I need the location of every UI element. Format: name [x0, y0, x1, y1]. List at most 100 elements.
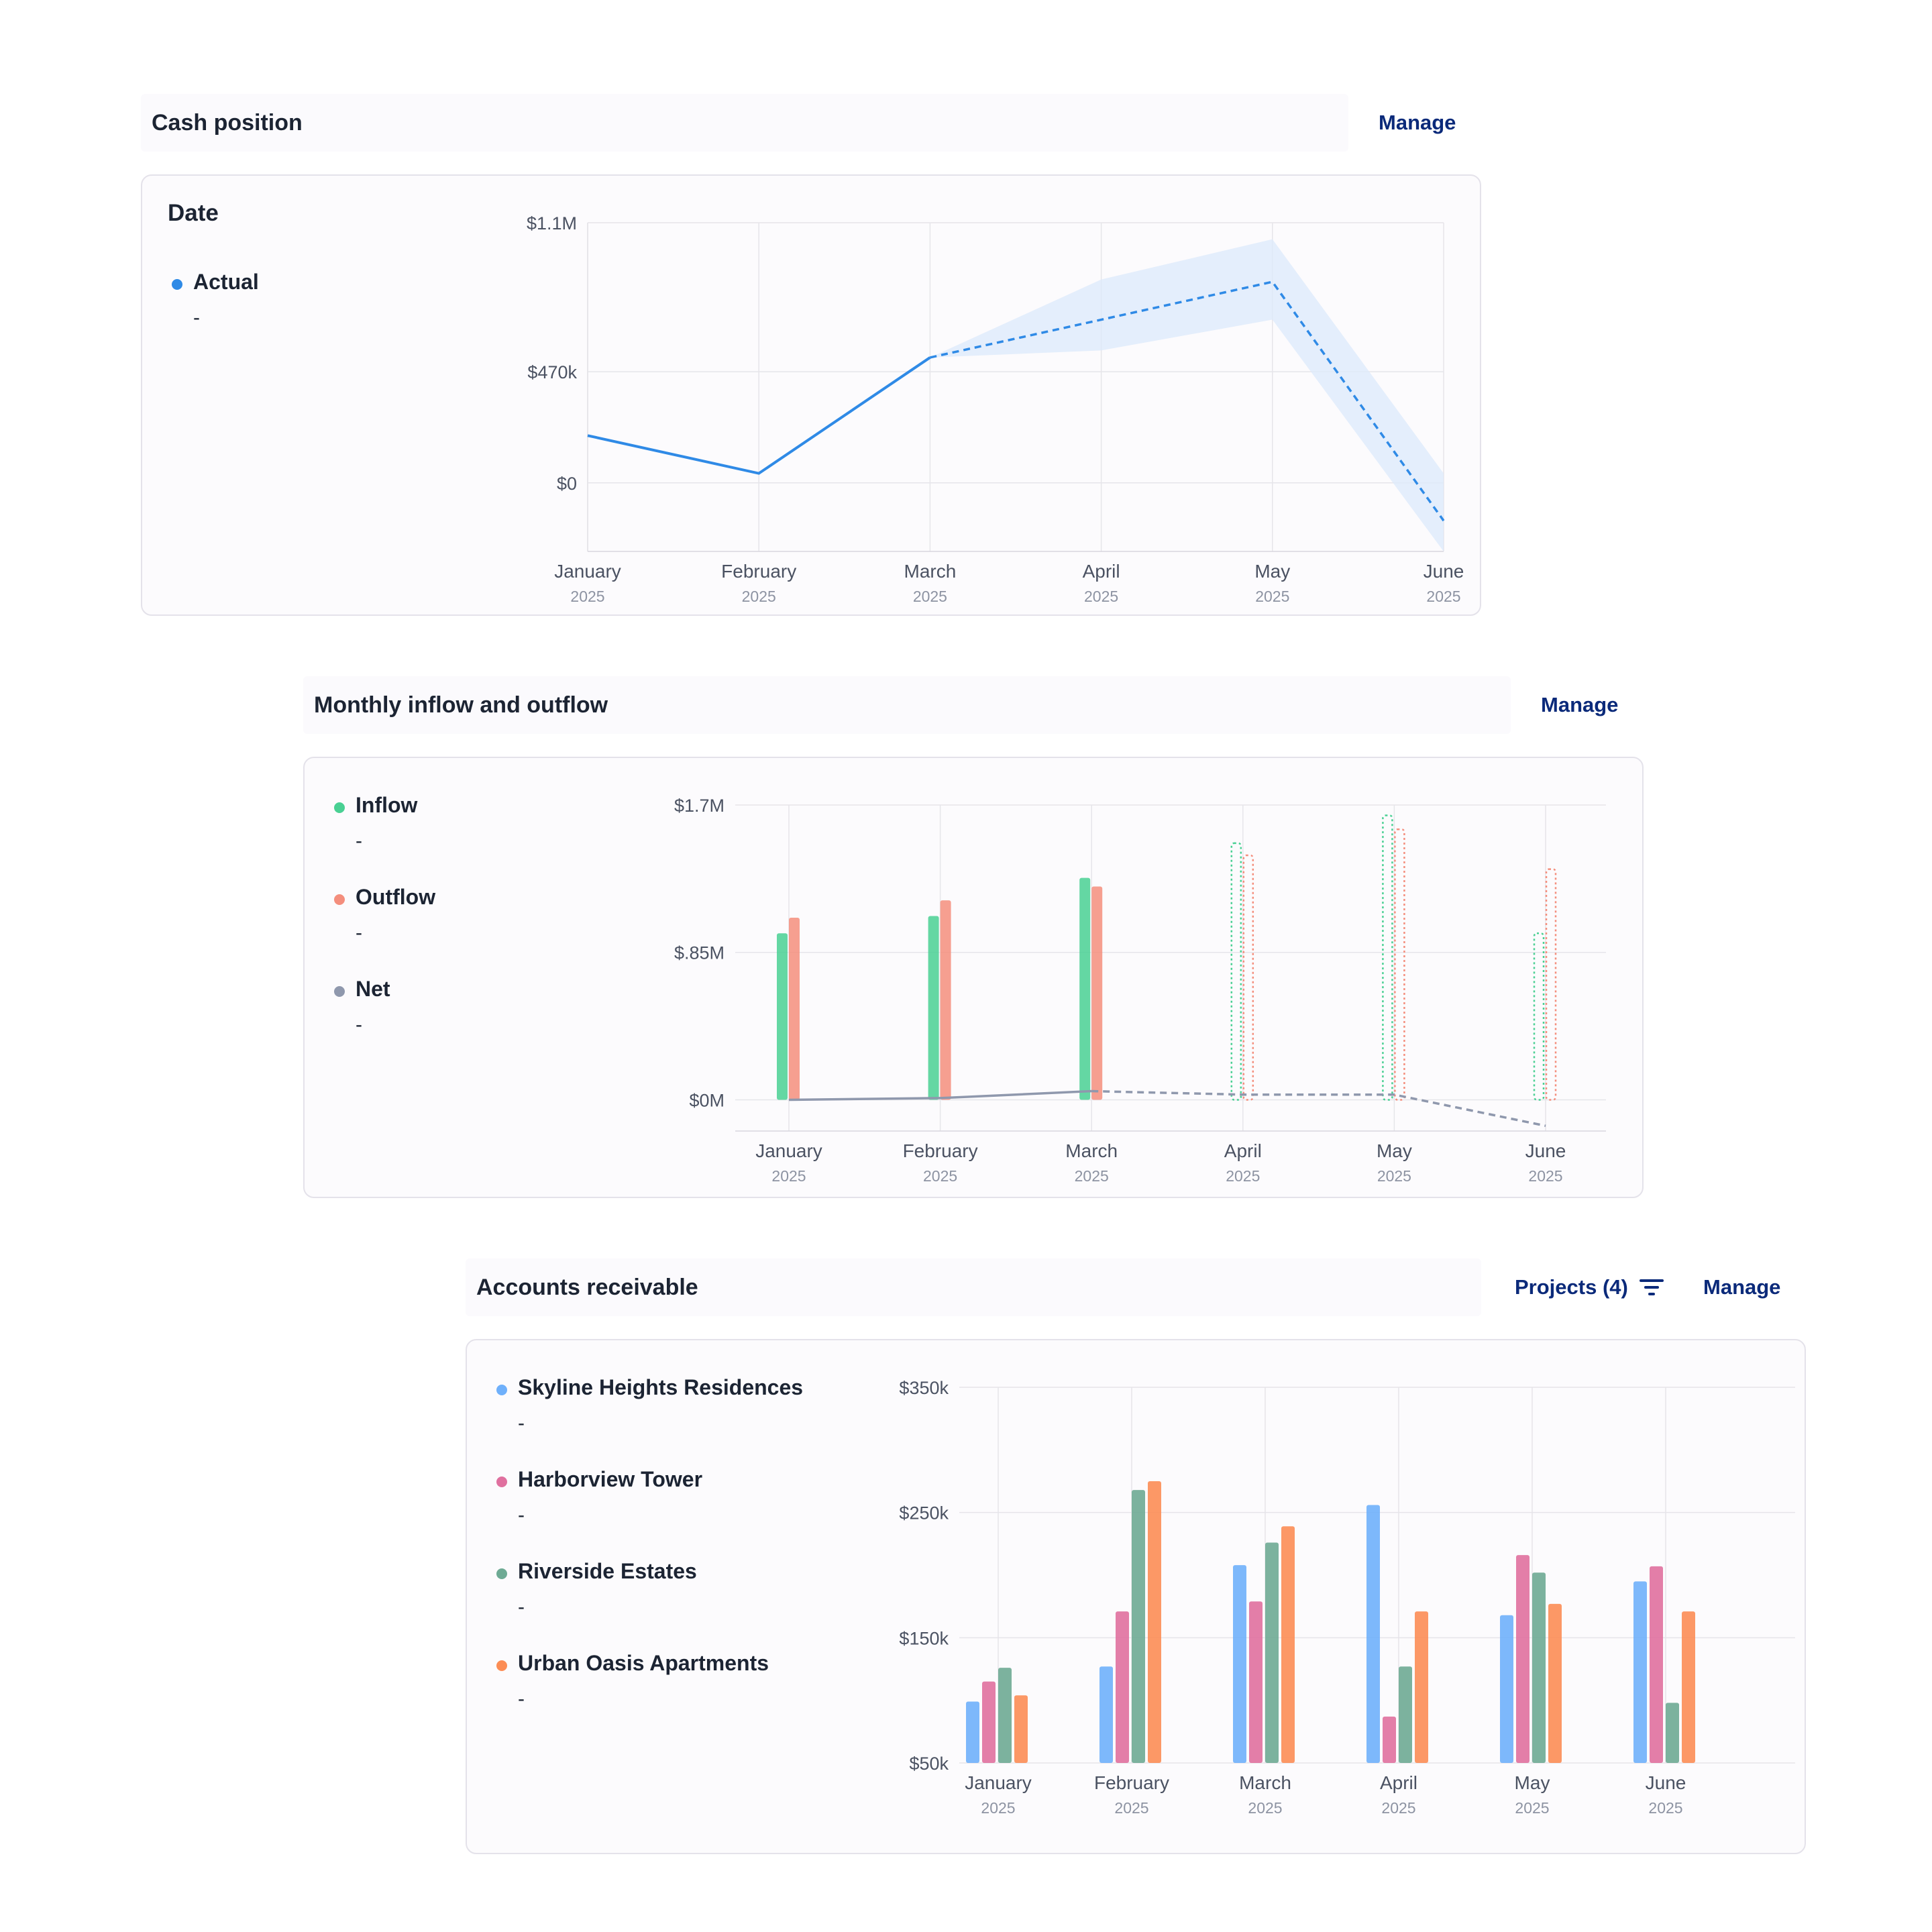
x-tick-year: 2025	[1075, 1167, 1109, 1185]
x-tick-label: April	[1380, 1772, 1417, 1793]
manage-button[interactable]: Manage	[1541, 693, 1619, 716]
monthly-flow-card: Inflow - Outflow - Net - $1.7M $.85M $0M January…	[303, 757, 1644, 1198]
inflow-forecast-bar	[1230, 842, 1242, 1101]
legend-dot-icon	[496, 1660, 507, 1671]
harborview-bar	[1650, 1566, 1663, 1763]
x-tick-label: April	[1083, 561, 1120, 582]
projects-filter-button[interactable]: Projects (4)	[1515, 1275, 1628, 1299]
section-title: Accounts receivable	[476, 1275, 698, 1300]
accounts-receivable-section: Accounts receivable Projects (4) Manage …	[466, 1258, 1807, 1862]
urban-oasis-bar	[1281, 1526, 1295, 1763]
legend-label: Actual	[193, 270, 259, 294]
x-tick-label: May	[1515, 1772, 1550, 1793]
x-tick-label: June	[1424, 561, 1464, 582]
x-tick-year: 2025	[1248, 1799, 1282, 1817]
legend-value: -	[518, 1688, 525, 1710]
x-tick-year: 2025	[1377, 1167, 1411, 1185]
legend-label: Riverside Estates	[518, 1559, 697, 1583]
legend-value: -	[518, 1596, 525, 1618]
urban-oasis-bar	[1682, 1611, 1695, 1763]
x-tick-label: January	[965, 1772, 1032, 1793]
monthly-flow-section: Monthly inflow and outflow Manage Inflow…	[303, 676, 1645, 1199]
legend-label: Net	[356, 977, 390, 1001]
net-forecast-line	[1091, 1089, 1546, 1127]
harborview-bar	[1383, 1716, 1396, 1763]
inflow-bar	[1079, 877, 1091, 1100]
skyline-bar	[1633, 1581, 1647, 1763]
inflow-bar	[928, 916, 939, 1100]
riverside-bar	[1265, 1542, 1279, 1763]
harborview-bar	[1249, 1601, 1263, 1763]
harborview-bar	[982, 1681, 996, 1763]
legend-value: -	[193, 307, 200, 329]
urban-oasis-bar	[1415, 1611, 1428, 1763]
y-tick-label: $350k	[899, 1378, 949, 1398]
x-tick-year: 2025	[981, 1799, 1015, 1817]
x-tick-year: 2025	[1381, 1799, 1415, 1817]
x-tick-label: May	[1377, 1140, 1412, 1161]
forecast-band	[930, 239, 1444, 551]
outflow-forecast-bar	[1394, 828, 1405, 1101]
y-tick-label: $1.7M	[674, 796, 724, 816]
x-tick-label: June	[1525, 1140, 1566, 1161]
manage-button[interactable]: Manage	[1379, 111, 1456, 134]
legend-value: -	[356, 922, 362, 944]
x-tick-label: January	[755, 1140, 822, 1161]
legend-label: Outflow	[356, 885, 436, 909]
legend-dot-icon	[172, 279, 182, 290]
legend-label: Urban Oasis Apartments	[518, 1651, 769, 1675]
x-tick-year: 2025	[923, 1167, 957, 1185]
cash-position-chart: $1.1M $470k $0 January 2025 February 2025 March…	[527, 213, 1464, 605]
urban-oasis-bar	[1548, 1603, 1562, 1763]
card-title: Date	[168, 200, 219, 226]
x-tick-year: 2025	[1084, 588, 1118, 605]
legend-dot-icon	[334, 802, 345, 813]
y-tick-label: $.85M	[674, 943, 724, 963]
x-tick-label: March	[904, 561, 957, 582]
x-tick-year: 2025	[1528, 1167, 1562, 1185]
monthly-flow-header: Monthly inflow and outflow	[303, 676, 1511, 734]
legend-dot-icon	[496, 1568, 507, 1579]
x-tick-year: 2025	[1515, 1799, 1549, 1817]
skyline-bar	[1366, 1505, 1380, 1763]
harborview-bar	[1516, 1555, 1529, 1763]
net-line	[788, 1089, 1092, 1102]
legend-dot-icon	[496, 1385, 507, 1395]
x-tick-label: May	[1254, 561, 1290, 582]
accounts-receivable-chart: $350k $250k $150k $50k January 2025 February 20…	[899, 1378, 1795, 1817]
x-tick-year: 2025	[1426, 588, 1460, 605]
riverside-bar	[1532, 1572, 1546, 1763]
x-tick-label: February	[1094, 1772, 1169, 1793]
y-tick-label: $250k	[899, 1503, 949, 1523]
y-tick-label: $0M	[689, 1090, 724, 1110]
inflow-forecast-bar	[1533, 932, 1545, 1101]
outflow-bar	[940, 900, 951, 1100]
harborview-bar	[1116, 1611, 1129, 1763]
legend-dot-icon	[496, 1477, 507, 1487]
riverside-bar	[1666, 1703, 1679, 1763]
skyline-bar	[1233, 1565, 1246, 1763]
x-tick-label: April	[1224, 1140, 1262, 1161]
x-tick-year: 2025	[742, 588, 776, 605]
urban-oasis-bar	[1148, 1481, 1161, 1763]
filter-icon[interactable]	[1638, 1277, 1665, 1298]
x-tick-label: March	[1239, 1772, 1291, 1793]
skyline-bar	[1500, 1615, 1513, 1763]
y-tick-label: $50k	[909, 1754, 949, 1774]
x-tick-year: 2025	[1114, 1799, 1148, 1817]
inflow-bar	[777, 933, 788, 1100]
manage-button[interactable]: Manage	[1703, 1275, 1781, 1299]
riverside-bar	[998, 1668, 1012, 1763]
legend-value: -	[518, 1412, 525, 1434]
x-tick-year: 2025	[570, 588, 604, 605]
y-tick-label: $1.1M	[527, 213, 577, 233]
legend-label: Inflow	[356, 793, 418, 817]
actual-line	[587, 356, 931, 475]
accounts-receivable-header: Accounts receivable	[466, 1258, 1481, 1316]
forecast-line	[930, 280, 1445, 522]
legend-label: Harborview Tower	[518, 1467, 703, 1491]
legend-label: Skyline Heights Residences	[518, 1375, 804, 1399]
x-tick-year: 2025	[771, 1167, 806, 1185]
cash-position-card: Date Actual - $1.1M $470k $0 January 2025 Febr…	[141, 174, 1481, 616]
x-tick-label: February	[721, 561, 796, 582]
